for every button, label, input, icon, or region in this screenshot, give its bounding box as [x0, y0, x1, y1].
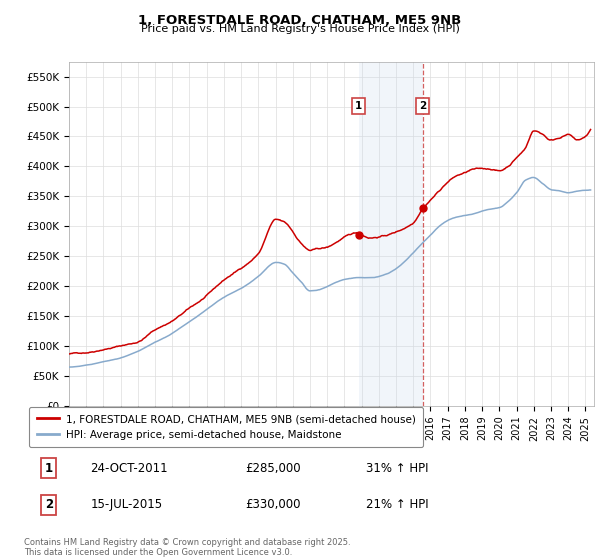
Bar — [359, 62, 422, 406]
Text: £285,000: £285,000 — [245, 462, 301, 475]
Legend: 1, FORESTDALE ROAD, CHATHAM, ME5 9NB (semi-detached house), HPI: Average price, : 1, FORESTDALE ROAD, CHATHAM, ME5 9NB (se… — [29, 407, 423, 447]
Text: Contains HM Land Registry data © Crown copyright and database right 2025.
This d: Contains HM Land Registry data © Crown c… — [24, 538, 350, 557]
Text: 21% ↑ HPI: 21% ↑ HPI — [366, 498, 429, 511]
Text: 31% ↑ HPI: 31% ↑ HPI — [366, 462, 429, 475]
Text: 2: 2 — [45, 498, 53, 511]
Text: £330,000: £330,000 — [245, 498, 301, 511]
Text: 1: 1 — [355, 101, 362, 111]
Text: 15-JUL-2015: 15-JUL-2015 — [90, 498, 163, 511]
Text: 1: 1 — [45, 462, 53, 475]
Text: 1, FORESTDALE ROAD, CHATHAM, ME5 9NB: 1, FORESTDALE ROAD, CHATHAM, ME5 9NB — [139, 14, 461, 27]
Text: Price paid vs. HM Land Registry's House Price Index (HPI): Price paid vs. HM Land Registry's House … — [140, 24, 460, 34]
Text: 2: 2 — [419, 101, 426, 111]
Text: 24-OCT-2011: 24-OCT-2011 — [90, 462, 168, 475]
